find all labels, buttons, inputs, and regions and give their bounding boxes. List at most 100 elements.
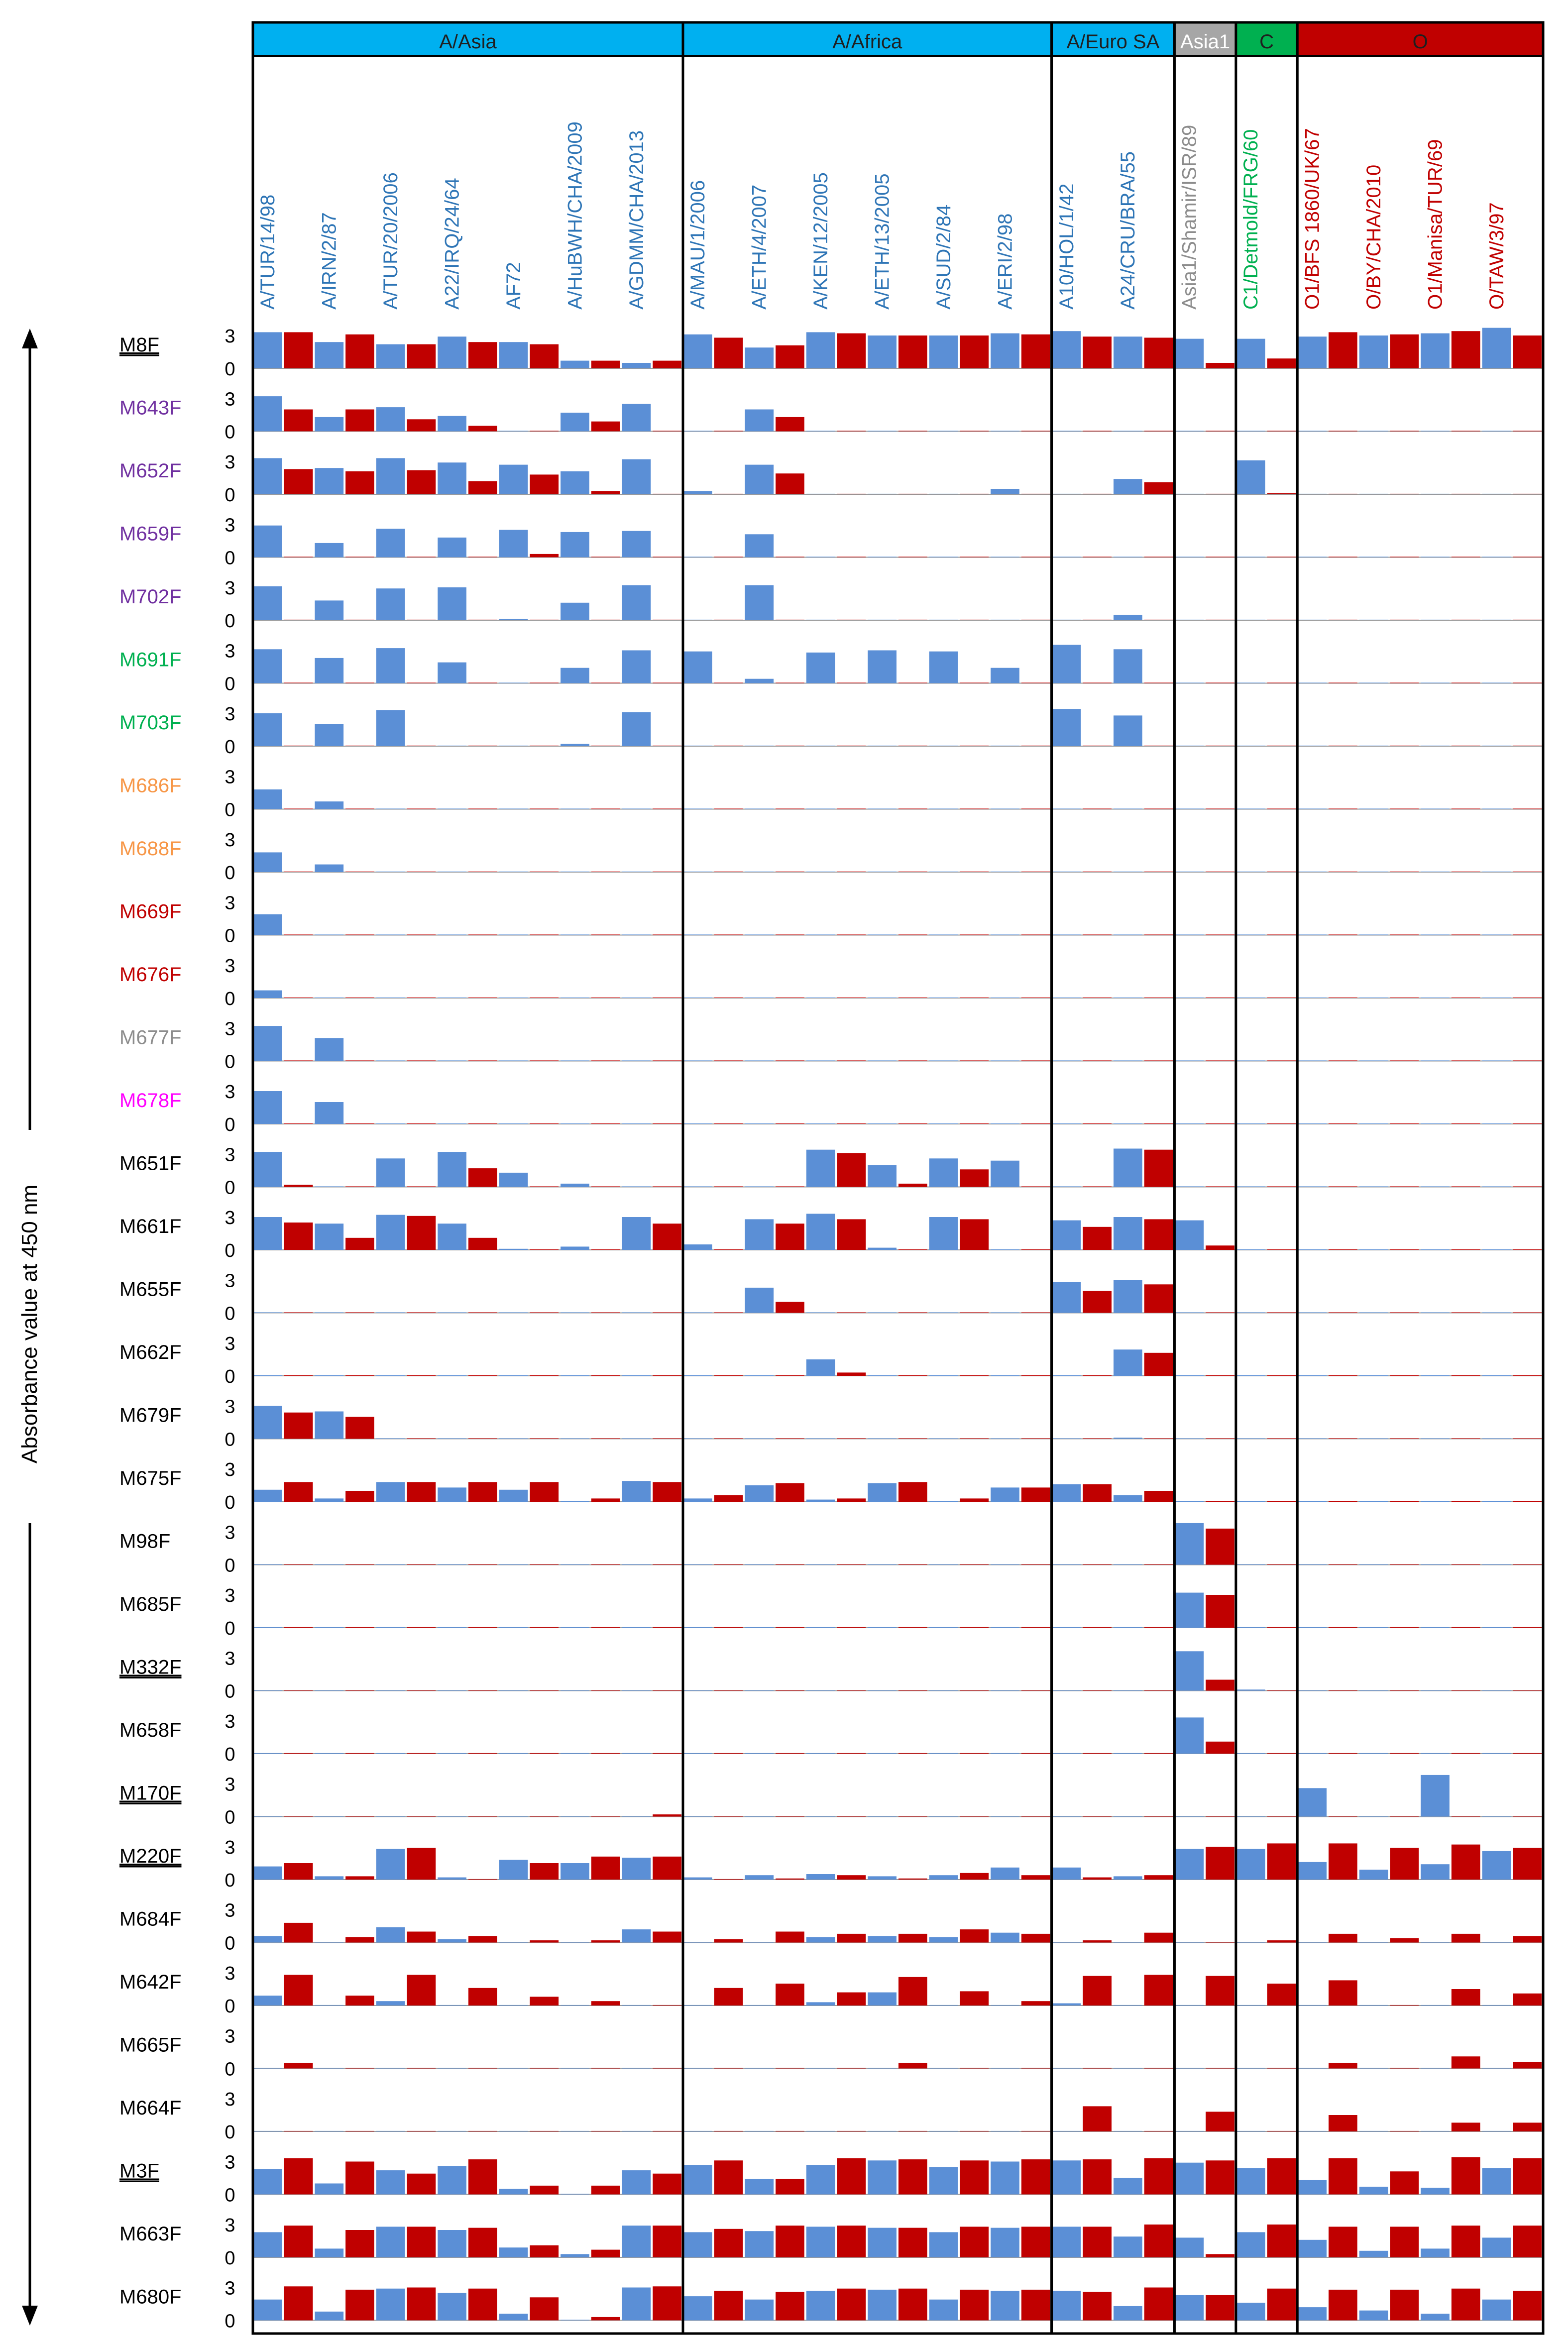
bar-blue bbox=[929, 1501, 958, 1502]
bar-red bbox=[1021, 2227, 1050, 2257]
bar-blue bbox=[683, 1186, 712, 1187]
bar-red bbox=[1021, 1375, 1050, 1376]
bar-red bbox=[1021, 1123, 1050, 1124]
row-label: M659F bbox=[119, 523, 182, 545]
bar-red bbox=[468, 1438, 497, 1439]
bar-red bbox=[345, 682, 374, 683]
bar-red bbox=[776, 2226, 804, 2257]
row-label: M686F bbox=[119, 775, 182, 797]
bar-blue bbox=[315, 2248, 344, 2257]
bar-blue bbox=[499, 464, 528, 494]
bar-red bbox=[284, 2286, 313, 2321]
virus-column-label: A/GDMM/CHA/2013 bbox=[626, 130, 648, 310]
bar-red bbox=[1513, 1123, 1542, 1124]
bar-blue bbox=[622, 1312, 651, 1313]
bar-red bbox=[1513, 1848, 1542, 1880]
bar-red bbox=[653, 1753, 681, 1754]
bar-red bbox=[468, 1060, 497, 1061]
bar-blue bbox=[376, 529, 405, 557]
bar-blue bbox=[929, 2299, 958, 2321]
bar-blue bbox=[253, 990, 282, 998]
bar-blue bbox=[1298, 2180, 1327, 2195]
row-label: M675F bbox=[119, 1467, 182, 1489]
row-label: M703F bbox=[119, 712, 182, 734]
bar-red bbox=[714, 1879, 743, 1880]
bar-blue bbox=[1482, 1375, 1511, 1376]
bar-blue bbox=[622, 1123, 651, 1124]
bar-blue bbox=[806, 1123, 835, 1124]
row-label: M702F bbox=[119, 586, 182, 608]
bar-red bbox=[1083, 1123, 1112, 1124]
bar-red bbox=[1390, 1938, 1419, 1943]
bar-blue bbox=[315, 2311, 344, 2321]
bar-blue bbox=[1421, 1438, 1450, 1439]
bar-red bbox=[1206, 1375, 1234, 1376]
bar-red bbox=[591, 1123, 620, 1124]
bar-red bbox=[898, 1375, 927, 1376]
bar-red bbox=[837, 1219, 866, 1250]
bar-red bbox=[714, 1627, 743, 1628]
bar-red bbox=[1144, 1219, 1173, 1250]
bar-red bbox=[1329, 1627, 1357, 1628]
bar-red bbox=[898, 335, 927, 368]
bar-red bbox=[714, 1495, 743, 1502]
bar-blue bbox=[1359, 1375, 1388, 1376]
bar-blue bbox=[622, 1753, 651, 1754]
bar-red bbox=[1267, 1843, 1296, 1880]
bar-red bbox=[284, 934, 313, 935]
bar-blue bbox=[806, 2291, 835, 2321]
bar-blue bbox=[499, 808, 528, 809]
bar-blue bbox=[1052, 2003, 1081, 2005]
bar-blue bbox=[560, 1183, 589, 1187]
y-tick-label: 0 bbox=[224, 548, 235, 569]
bar-red bbox=[1083, 1226, 1112, 1250]
bar-blue bbox=[929, 1217, 958, 1250]
bar-blue bbox=[1298, 1123, 1327, 1124]
bar-red bbox=[591, 421, 620, 432]
bar-blue bbox=[315, 342, 344, 368]
bar-blue bbox=[991, 1312, 1019, 1313]
bar-blue bbox=[1236, 1627, 1265, 1628]
bar-red bbox=[776, 1224, 804, 1250]
bar-red bbox=[591, 808, 620, 809]
bar-blue bbox=[438, 416, 466, 432]
bar-blue bbox=[253, 2169, 282, 2195]
bar-blue bbox=[683, 1438, 712, 1439]
bar-blue bbox=[1052, 1282, 1081, 1313]
bar-blue bbox=[1175, 1849, 1204, 1880]
bar-blue bbox=[499, 2314, 528, 2321]
bar-red bbox=[1083, 1627, 1112, 1628]
bar-blue bbox=[868, 1992, 896, 2005]
bar-blue bbox=[1421, 1312, 1450, 1313]
bar-blue bbox=[745, 1287, 774, 1313]
bar-red bbox=[960, 1375, 989, 1376]
bar-blue bbox=[1421, 1501, 1450, 1502]
bar-red bbox=[1451, 1989, 1480, 2005]
bar-red bbox=[1390, 1186, 1419, 1187]
y-tick-label: 0 bbox=[224, 2185, 235, 2206]
bar-red bbox=[1451, 808, 1480, 809]
bar-red bbox=[530, 1940, 559, 1943]
y-tick-label: 3 bbox=[224, 2152, 235, 2173]
bar-blue bbox=[1114, 1753, 1142, 1754]
bar-blue bbox=[1175, 1220, 1204, 1250]
bar-red bbox=[898, 2288, 927, 2321]
bar-blue bbox=[499, 530, 528, 557]
bar-red bbox=[714, 808, 743, 809]
bar-blue bbox=[806, 2002, 835, 2005]
bar-red bbox=[1451, 1186, 1480, 1187]
bar-red bbox=[345, 934, 374, 935]
bar-red bbox=[1021, 2001, 1050, 2005]
bar-blue bbox=[683, 1877, 712, 1880]
bar-blue bbox=[560, 360, 589, 368]
bar-red bbox=[345, 471, 374, 494]
bar-blue bbox=[1359, 2250, 1388, 2257]
bar-red bbox=[1083, 2227, 1112, 2257]
bar-red bbox=[284, 1753, 313, 1754]
bar-blue bbox=[745, 1875, 774, 1880]
bar-red bbox=[1083, 1976, 1112, 2005]
bar-red bbox=[468, 481, 497, 494]
bar-red bbox=[653, 360, 681, 368]
bar-red bbox=[1390, 1123, 1419, 1124]
bar-blue bbox=[376, 1482, 405, 1502]
